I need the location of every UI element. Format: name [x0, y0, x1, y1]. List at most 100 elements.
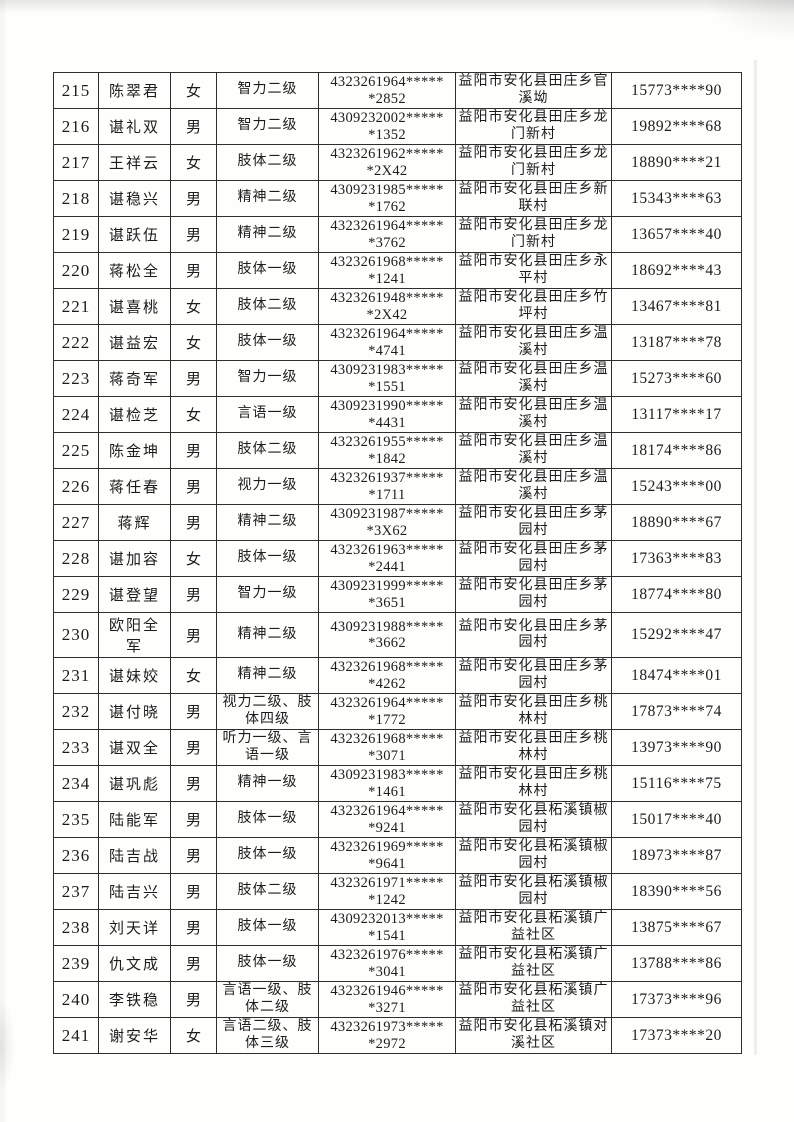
- id-line2: *2X42: [366, 162, 408, 179]
- id-line2: *2972: [368, 1035, 406, 1052]
- id-cell: 4309231983***** *1551: [318, 360, 456, 397]
- phone-cell: 13788****86: [611, 945, 742, 982]
- scan-artifact-left-smudge: [0, 1000, 14, 1090]
- id-line1: 4309231987*****: [330, 506, 444, 522]
- name-cell: 谌礼双: [98, 108, 171, 145]
- gender-cell: 男: [170, 432, 217, 469]
- gender-cell: 男: [170, 909, 217, 946]
- table-row: 230 欧阳全军 男 精神二级 4309231988***** *3662 益阳…: [53, 612, 742, 658]
- id-cell: 4323261946***** *3271: [318, 981, 456, 1018]
- seq-cell: 221: [53, 288, 99, 325]
- id-line2: *2852: [368, 90, 406, 107]
- name-cell: 李铁稳: [98, 981, 171, 1018]
- id-cell: 4309232002***** *1352: [318, 108, 456, 145]
- table-row: 229 谌登望 男 智力一级 4309231999***** *3651 益阳市…: [53, 576, 742, 613]
- id-cell: 4309231987***** *3X62: [318, 504, 456, 541]
- gender-cell: 女: [170, 396, 217, 433]
- phone-cell: 15343****63: [611, 180, 742, 217]
- phone-cell: 13187****78: [611, 324, 742, 361]
- seq-cell: 230: [53, 612, 99, 658]
- address-cell: 益阳市安化县田庄乡温溪村: [455, 432, 612, 469]
- id-cell: 4309232013***** *1541: [318, 909, 456, 946]
- address-cell: 益阳市安化县田庄乡茅园村: [455, 504, 612, 541]
- name-cell: 蒋奇军: [98, 360, 171, 397]
- id-cell: 4323261968***** *1241: [318, 252, 456, 289]
- table-row: 238 刘天详 男 肢体一级 4309232013***** *1541 益阳市…: [53, 909, 742, 946]
- id-cell: 4323261968***** *4262: [318, 657, 456, 694]
- name-cell: 蒋松全: [98, 252, 171, 289]
- level-cell: 智力一级: [216, 576, 319, 613]
- gender-cell: 男: [170, 693, 217, 730]
- id-line1: 4309231983*****: [330, 767, 444, 783]
- level-cell: 智力二级: [216, 108, 319, 145]
- phone-cell: 17373****96: [611, 981, 742, 1018]
- scan-artifact-top-right: [704, 0, 794, 40]
- seq-cell: 216: [53, 108, 99, 145]
- phone-cell: 15116****75: [611, 765, 742, 802]
- table-row: 239 仇文成 男 肢体一级 4323261976***** *3041 益阳市…: [53, 945, 742, 982]
- id-line2: *1352: [368, 126, 406, 143]
- name-cell: 谌双全: [98, 729, 171, 766]
- name-cell: 欧阳全军: [98, 612, 171, 658]
- id-line1: 4323261971*****: [330, 875, 444, 891]
- id-line2: *3071: [368, 747, 406, 764]
- address-cell: 益阳市安化县田庄乡茅园村: [455, 576, 612, 613]
- phone-cell: 13657****40: [611, 216, 742, 253]
- id-line1: 4309231988*****: [330, 618, 444, 635]
- gender-cell: 男: [170, 729, 217, 766]
- name-cell: 谌检芝: [98, 396, 171, 433]
- table-row: 217 王祥云 女 肢体二级 4323261962***** *2X42 益阳市…: [53, 144, 742, 181]
- id-line2: *2X42: [366, 306, 408, 323]
- id-line2: *3651: [368, 594, 406, 611]
- id-cell: 4323261964***** *2852: [318, 72, 456, 109]
- seq-cell: 241: [53, 1017, 99, 1054]
- id-cell: 4323261969***** *9641: [318, 837, 456, 874]
- id-line2: *4741: [368, 342, 406, 359]
- id-cell: 4323261964***** *3762: [318, 216, 456, 253]
- phone-cell: 18973****87: [611, 837, 742, 874]
- level-cell: 精神二级: [216, 216, 319, 253]
- phone-cell: 13875****67: [611, 909, 742, 946]
- address-cell: 益阳市安化县柘溪镇广益社区: [455, 945, 612, 982]
- phone-cell: 13973****90: [611, 729, 742, 766]
- level-cell: 肢体二级: [216, 432, 319, 469]
- address-cell: 益阳市安化县田庄乡桃林村: [455, 693, 612, 730]
- level-cell: 肢体一级: [216, 945, 319, 982]
- id-cell: 4309231990***** *4431: [318, 396, 456, 433]
- id-line2: *3X62: [366, 522, 408, 539]
- level-cell: 听力一级、言语一级: [216, 729, 319, 766]
- level-cell: 肢体二级: [216, 873, 319, 910]
- level-cell: 智力一级: [216, 360, 319, 397]
- name-cell: 陈翠君: [98, 72, 171, 109]
- address-cell: 益阳市安化县田庄乡官溪坳: [455, 72, 612, 109]
- id-line2: *3662: [368, 635, 406, 651]
- phone-cell: 18474****01: [611, 657, 742, 694]
- phone-cell: 15273****60: [611, 360, 742, 397]
- table-row: 218 谌稳兴 男 精神二级 4309231985***** *1762 益阳市…: [53, 180, 742, 217]
- phone-cell: 15773****90: [611, 72, 742, 109]
- id-line1: 4323261973*****: [330, 1019, 444, 1035]
- table-row: 220 蒋松全 男 肢体一级 4323261968***** *1241 益阳市…: [53, 252, 742, 289]
- address-cell: 益阳市安化县柘溪镇椒园村: [455, 801, 612, 838]
- level-cell: 精神二级: [216, 180, 319, 217]
- address-cell: 益阳市安化县田庄乡龙门新村: [455, 144, 612, 181]
- name-cell: 谌妹姣: [98, 657, 171, 694]
- phone-cell: 13117****17: [611, 396, 742, 433]
- id-line2: *1242: [368, 891, 406, 908]
- seq-cell: 218: [53, 180, 99, 217]
- address-cell: 益阳市安化县田庄乡茅园村: [455, 657, 612, 694]
- table-row: 215 陈翠君 女 智力二级 4323261964***** *2852 益阳市…: [53, 72, 742, 109]
- name-cell: 蒋任春: [98, 468, 171, 505]
- id-cell: 4323261964***** *4741: [318, 324, 456, 361]
- seq-cell: 236: [53, 837, 99, 874]
- gender-cell: 男: [170, 945, 217, 982]
- id-cell: 4323261973***** *2972: [318, 1017, 456, 1054]
- seq-cell: 223: [53, 360, 99, 397]
- phone-cell: 18890****67: [611, 504, 742, 541]
- name-cell: 陆能军: [98, 801, 171, 838]
- level-cell: 智力二级: [216, 72, 319, 109]
- gender-cell: 男: [170, 873, 217, 910]
- id-cell: 4323261968***** *3071: [318, 729, 456, 766]
- phone-cell: 15292****47: [611, 612, 742, 658]
- gender-cell: 男: [170, 981, 217, 1018]
